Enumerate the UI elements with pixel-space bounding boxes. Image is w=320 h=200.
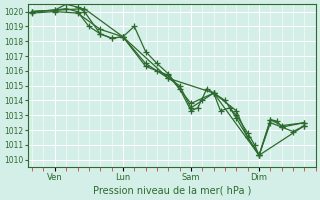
X-axis label: Pression niveau de la mer( hPa ): Pression niveau de la mer( hPa )	[92, 186, 251, 196]
